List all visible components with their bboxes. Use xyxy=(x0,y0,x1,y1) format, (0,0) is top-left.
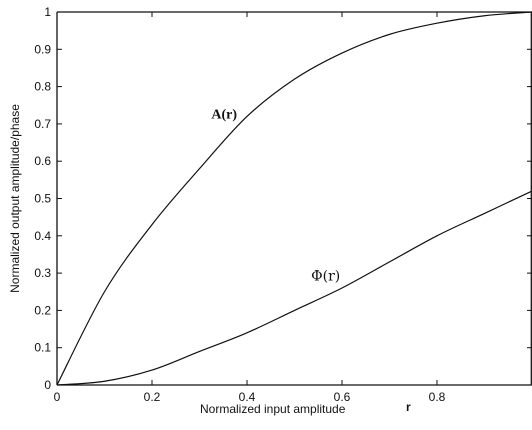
plot-axes xyxy=(56,11,532,386)
x-tick-label: 0.6 xyxy=(334,390,351,404)
y-tick-label: 0 xyxy=(44,378,51,392)
y-tick-label: 0.8 xyxy=(34,80,51,94)
y-tick-label: 0.7 xyxy=(34,117,51,131)
data-series xyxy=(56,11,532,386)
y-tick-label: 0.9 xyxy=(34,42,51,56)
x-axis-label: Normalized input amplitude xyxy=(200,402,346,416)
x-tick-label: 0.4 xyxy=(239,390,256,404)
x-axis-symbol: r xyxy=(406,400,411,414)
x-tick-label: 0 xyxy=(54,390,61,404)
series-label-amplitude: A(r) xyxy=(211,107,237,122)
amplitude-curve xyxy=(56,11,532,386)
y-tick-label: 0.1 xyxy=(34,341,51,355)
phase-curve xyxy=(56,190,532,386)
y-tick-label: 1 xyxy=(44,5,51,19)
x-tick-label: 0.2 xyxy=(144,390,161,404)
y-tick-label: 0.4 xyxy=(34,229,51,243)
y-tick-label: 0.3 xyxy=(34,266,51,280)
y-tick-label: 0.6 xyxy=(34,154,51,168)
y-tick-label: 0.2 xyxy=(34,303,51,317)
y-tick-label: 0.5 xyxy=(34,192,51,206)
series-label-phase: Φ(r) xyxy=(311,269,340,285)
chart-labels: Normalized output amplitude/phase Normal… xyxy=(8,104,411,416)
x-tick-label: 0.8 xyxy=(429,390,446,404)
axis-ticks: 0 0.1 0.2 0.3 0.4 0.5 0.6 0.7 0.8 0.9 1 0 0.2 0.4 0.6 0… xyxy=(34,5,532,404)
y-axis-label: Normalized output amplitude/phase xyxy=(8,104,22,293)
